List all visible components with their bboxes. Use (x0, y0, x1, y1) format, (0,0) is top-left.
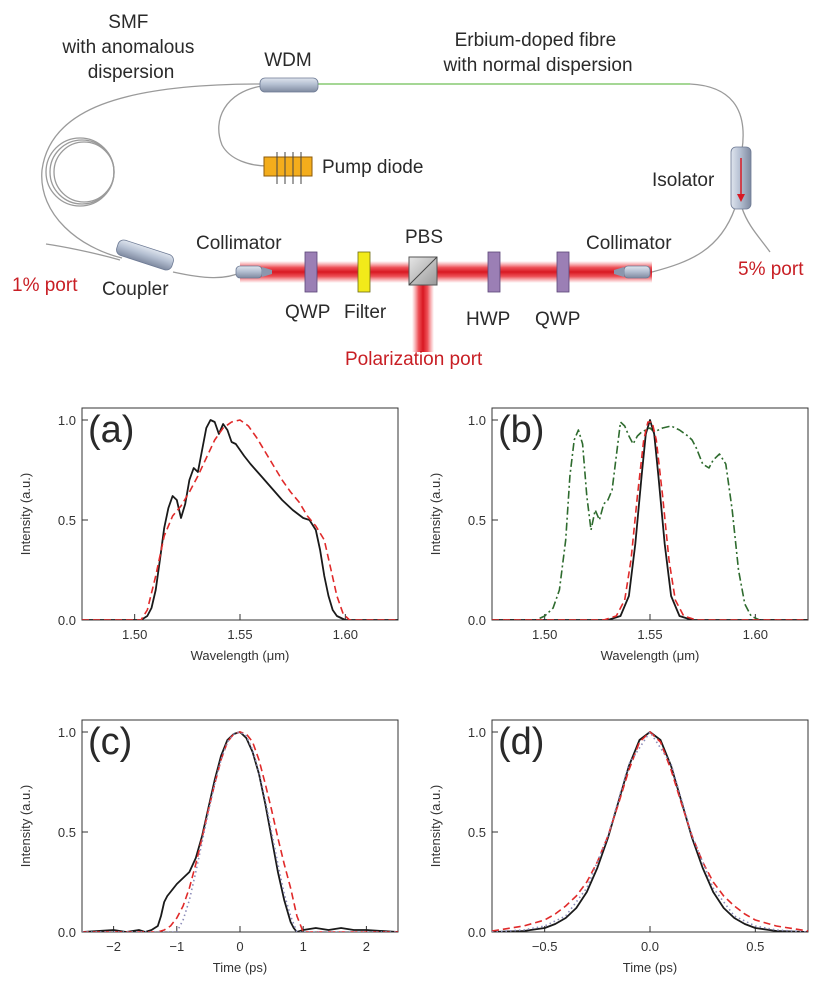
series-line-dotted (492, 731, 808, 932)
x-axis-label: Wavelength (μm) (601, 648, 700, 663)
series-line-dashdot (492, 421, 808, 620)
pbs-cube (408, 256, 438, 286)
chart-panel-a: 0.0 0.5 1.0 1.50 1.55 1.60 Wavelength (μm) Inte… (18, 407, 399, 663)
y-tick-label: 0.0 (468, 613, 486, 628)
chart-panel-c: 0.0 0.5 1.0 −2 −1 0 1 2 Time (ps) Intensity (a.u.… (18, 719, 399, 975)
collimator-right (614, 265, 651, 279)
smf-fibre-lower (172, 271, 243, 279)
pump-fibre (218, 85, 269, 167)
pbs-label: PBS (405, 227, 443, 248)
x-tick-label: 0.0 (641, 939, 659, 954)
isolator-loop-fibre (316, 83, 744, 151)
series-line-dashed (492, 731, 808, 932)
x-tick-label: 1.50 (532, 627, 557, 642)
series-line-dashed (82, 419, 398, 620)
y-tick-label: 1.0 (468, 413, 486, 428)
y-axis-label: Intensity (a.u.) (18, 785, 33, 867)
panel-label: (d) (498, 721, 544, 763)
edf-label: Erbium-doped fibre with normal dispersio… (442, 30, 632, 76)
y-tick-label: 1.0 (58, 725, 76, 740)
panel-label: (b) (498, 409, 544, 451)
x-tick-label: 0.5 (746, 939, 764, 954)
x-axis-label: Time (ps) (623, 960, 677, 975)
series-line-solid (492, 419, 808, 620)
qwp-right-plate (556, 251, 570, 293)
qwp-right-label: QWP (535, 309, 580, 330)
x-tick-label: 1.60 (333, 627, 358, 642)
laser-setup-diagram: SMF with anomalous dispersion WDM Erbium… (12, 12, 804, 370)
y-axis-label: Intensity (a.u.) (428, 785, 443, 867)
polarization-output-beam (412, 272, 434, 352)
x-tick-label: 2 (363, 939, 370, 954)
smf-label: SMF with anomalous dispersion (61, 12, 199, 83)
x-tick-label: 1.55 (637, 627, 662, 642)
x-tick-label: 1.55 (227, 627, 252, 642)
collimator-left (235, 265, 272, 279)
filter-label: Filter (344, 302, 387, 323)
y-tick-label: 1.0 (58, 413, 76, 428)
series-line-dotted (82, 731, 398, 932)
coupler-component (116, 239, 174, 271)
fibre-coil-3 (45, 137, 115, 207)
smf-fibre (41, 83, 263, 259)
x-tick-label: −2 (106, 939, 121, 954)
hwp-plate (487, 251, 501, 293)
y-tick-label: 1.0 (468, 725, 486, 740)
collimator-right-label: Collimator (586, 233, 672, 254)
pump-label: Pump diode (322, 157, 423, 178)
wdm-label: WDM (264, 50, 311, 71)
y-tick-label: 0.5 (58, 513, 76, 528)
x-tick-label: 1 (300, 939, 307, 954)
x-axis-label: Wavelength (μm) (191, 648, 290, 663)
y-tick-label: 0.0 (58, 925, 76, 940)
y-tick-label: 0.5 (468, 825, 486, 840)
series-line-dashed (492, 421, 808, 620)
series-line-solid (82, 419, 398, 620)
free-space-beam (240, 261, 652, 283)
y-axis-label: Intensity (a.u.) (18, 473, 33, 555)
port-1-fibre (45, 243, 121, 261)
y-tick-label: 0.0 (58, 613, 76, 628)
panel-label: (a) (88, 409, 134, 451)
port-5-fibre (741, 207, 771, 253)
isolator-label: Isolator (652, 170, 715, 191)
hwp-label: HWP (466, 309, 510, 330)
x-axis-label: Time (ps) (213, 960, 267, 975)
y-tick-label: 0.5 (58, 825, 76, 840)
qwp-left-label: QWP (285, 302, 330, 323)
wdm-component (259, 77, 319, 93)
y-tick-label: 0.5 (468, 513, 486, 528)
filter-plate (357, 251, 371, 293)
port-5-label: 5% port (738, 259, 804, 280)
x-tick-label: 1.50 (122, 627, 147, 642)
chart-panel-b: 0.0 0.5 1.0 1.50 1.55 1.60 Wavelength (μm) Inte… (428, 407, 809, 663)
fibre-ring (41, 83, 771, 279)
x-tick-label: 0 (236, 939, 243, 954)
fibre-coil-2 (53, 141, 115, 203)
port-1-label: 1% port (12, 275, 78, 296)
polarization-port-label: Polarization port (345, 349, 483, 370)
panel-label: (c) (88, 721, 132, 763)
chart-panel-d: 0.0 0.5 1.0 −0.5 0.0 0.5 Time (ps) Intensity (a… (428, 719, 809, 975)
pump-diode (263, 152, 313, 184)
collimator-left-label: Collimator (196, 233, 282, 254)
x-tick-label: −1 (169, 939, 184, 954)
y-axis-label: Intensity (a.u.) (428, 473, 443, 555)
coupler-label: Coupler (102, 279, 169, 300)
x-tick-label: −0.5 (532, 939, 558, 954)
series-line-solid (82, 731, 398, 932)
qwp-left-plate (304, 251, 318, 293)
isolator-component (730, 146, 752, 210)
x-tick-label: 1.60 (743, 627, 768, 642)
y-tick-label: 0.0 (468, 925, 486, 940)
return-fibre (651, 207, 736, 273)
